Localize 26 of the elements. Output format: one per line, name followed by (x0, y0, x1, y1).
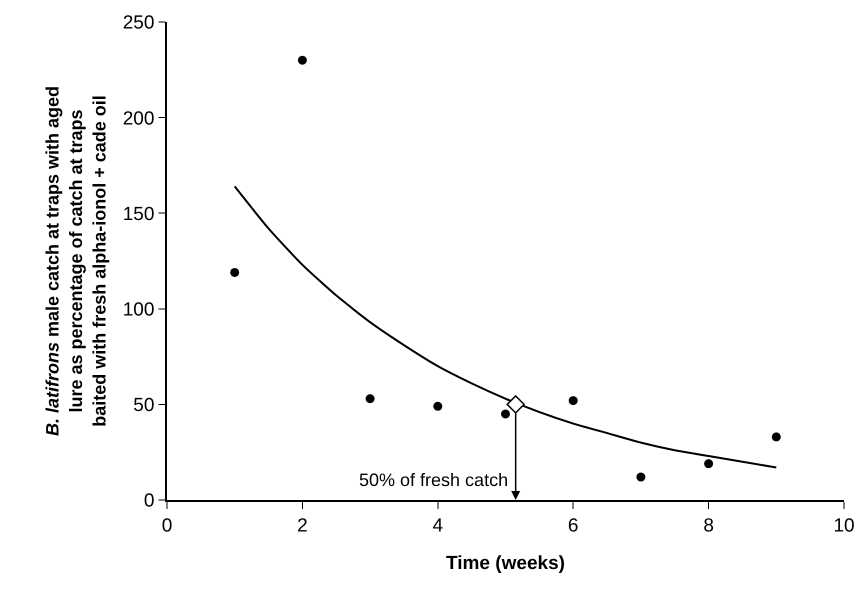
point (230, 268, 240, 277)
y-tick-label: 50 (133, 395, 154, 416)
point (568, 396, 578, 406)
x-tick-label: 4 (432, 516, 444, 537)
x-tick-label: 8 (703, 516, 714, 537)
y-tick-label: 150 (122, 204, 154, 225)
line-series (234, 185, 778, 468)
point (501, 409, 510, 418)
y-tick-label: 0 (144, 490, 154, 512)
y-tick-label: 250 (122, 12, 154, 34)
point (506, 395, 525, 414)
point (772, 432, 781, 442)
point (366, 394, 375, 404)
point (298, 56, 307, 65)
x-axis-title: Time (weeks) (446, 552, 565, 574)
x-tick-label: 0 (162, 516, 172, 537)
y-axis-title: B. latifrons male catch at traps with aged lure as percentage of catch at traps baited with fresh alpha-ionol + cade oil (42, 86, 110, 436)
point (704, 459, 714, 468)
point (433, 402, 442, 411)
x-tick-label: 10 (833, 516, 855, 537)
x-tick-label: 6 (568, 516, 578, 537)
y-tick-label: 100 (122, 299, 154, 320)
annotation: 50% of fresh catch (359, 470, 508, 490)
point (636, 472, 646, 482)
x-tick-label: 2 (297, 516, 308, 537)
y-tick-label: 200 (122, 108, 154, 130)
